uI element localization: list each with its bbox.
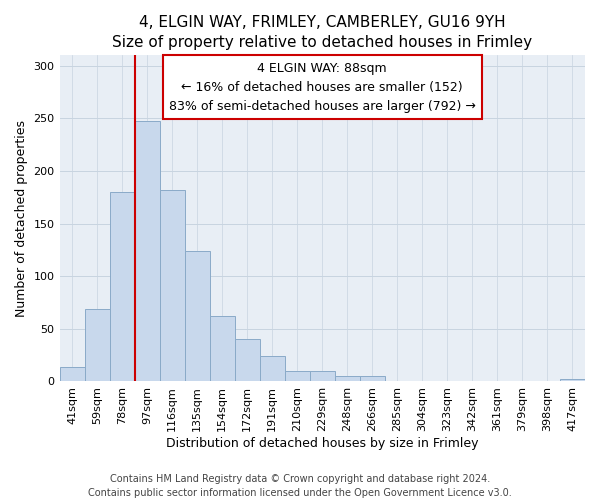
Bar bbox=[310, 371, 335, 382]
Bar bbox=[335, 376, 360, 382]
X-axis label: Distribution of detached houses by size in Frimley: Distribution of detached houses by size … bbox=[166, 437, 479, 450]
Text: 4 ELGIN WAY: 88sqm
← 16% of detached houses are smaller (152)
83% of semi-detach: 4 ELGIN WAY: 88sqm ← 16% of detached hou… bbox=[169, 62, 476, 112]
Bar bbox=[360, 376, 385, 382]
Bar bbox=[209, 316, 235, 382]
Text: Contains HM Land Registry data © Crown copyright and database right 2024.
Contai: Contains HM Land Registry data © Crown c… bbox=[88, 474, 512, 498]
Title: 4, ELGIN WAY, FRIMLEY, CAMBERLEY, GU16 9YH
Size of property relative to detached: 4, ELGIN WAY, FRIMLEY, CAMBERLEY, GU16 9… bbox=[112, 15, 532, 50]
Bar bbox=[85, 309, 110, 382]
Bar bbox=[285, 371, 310, 382]
Bar bbox=[160, 190, 185, 382]
Y-axis label: Number of detached properties: Number of detached properties bbox=[15, 120, 28, 317]
Bar bbox=[59, 366, 85, 382]
Bar bbox=[235, 340, 260, 382]
Bar bbox=[185, 251, 209, 382]
Bar bbox=[134, 122, 160, 382]
Bar bbox=[560, 380, 585, 382]
Bar bbox=[110, 192, 134, 382]
Bar bbox=[260, 356, 285, 382]
